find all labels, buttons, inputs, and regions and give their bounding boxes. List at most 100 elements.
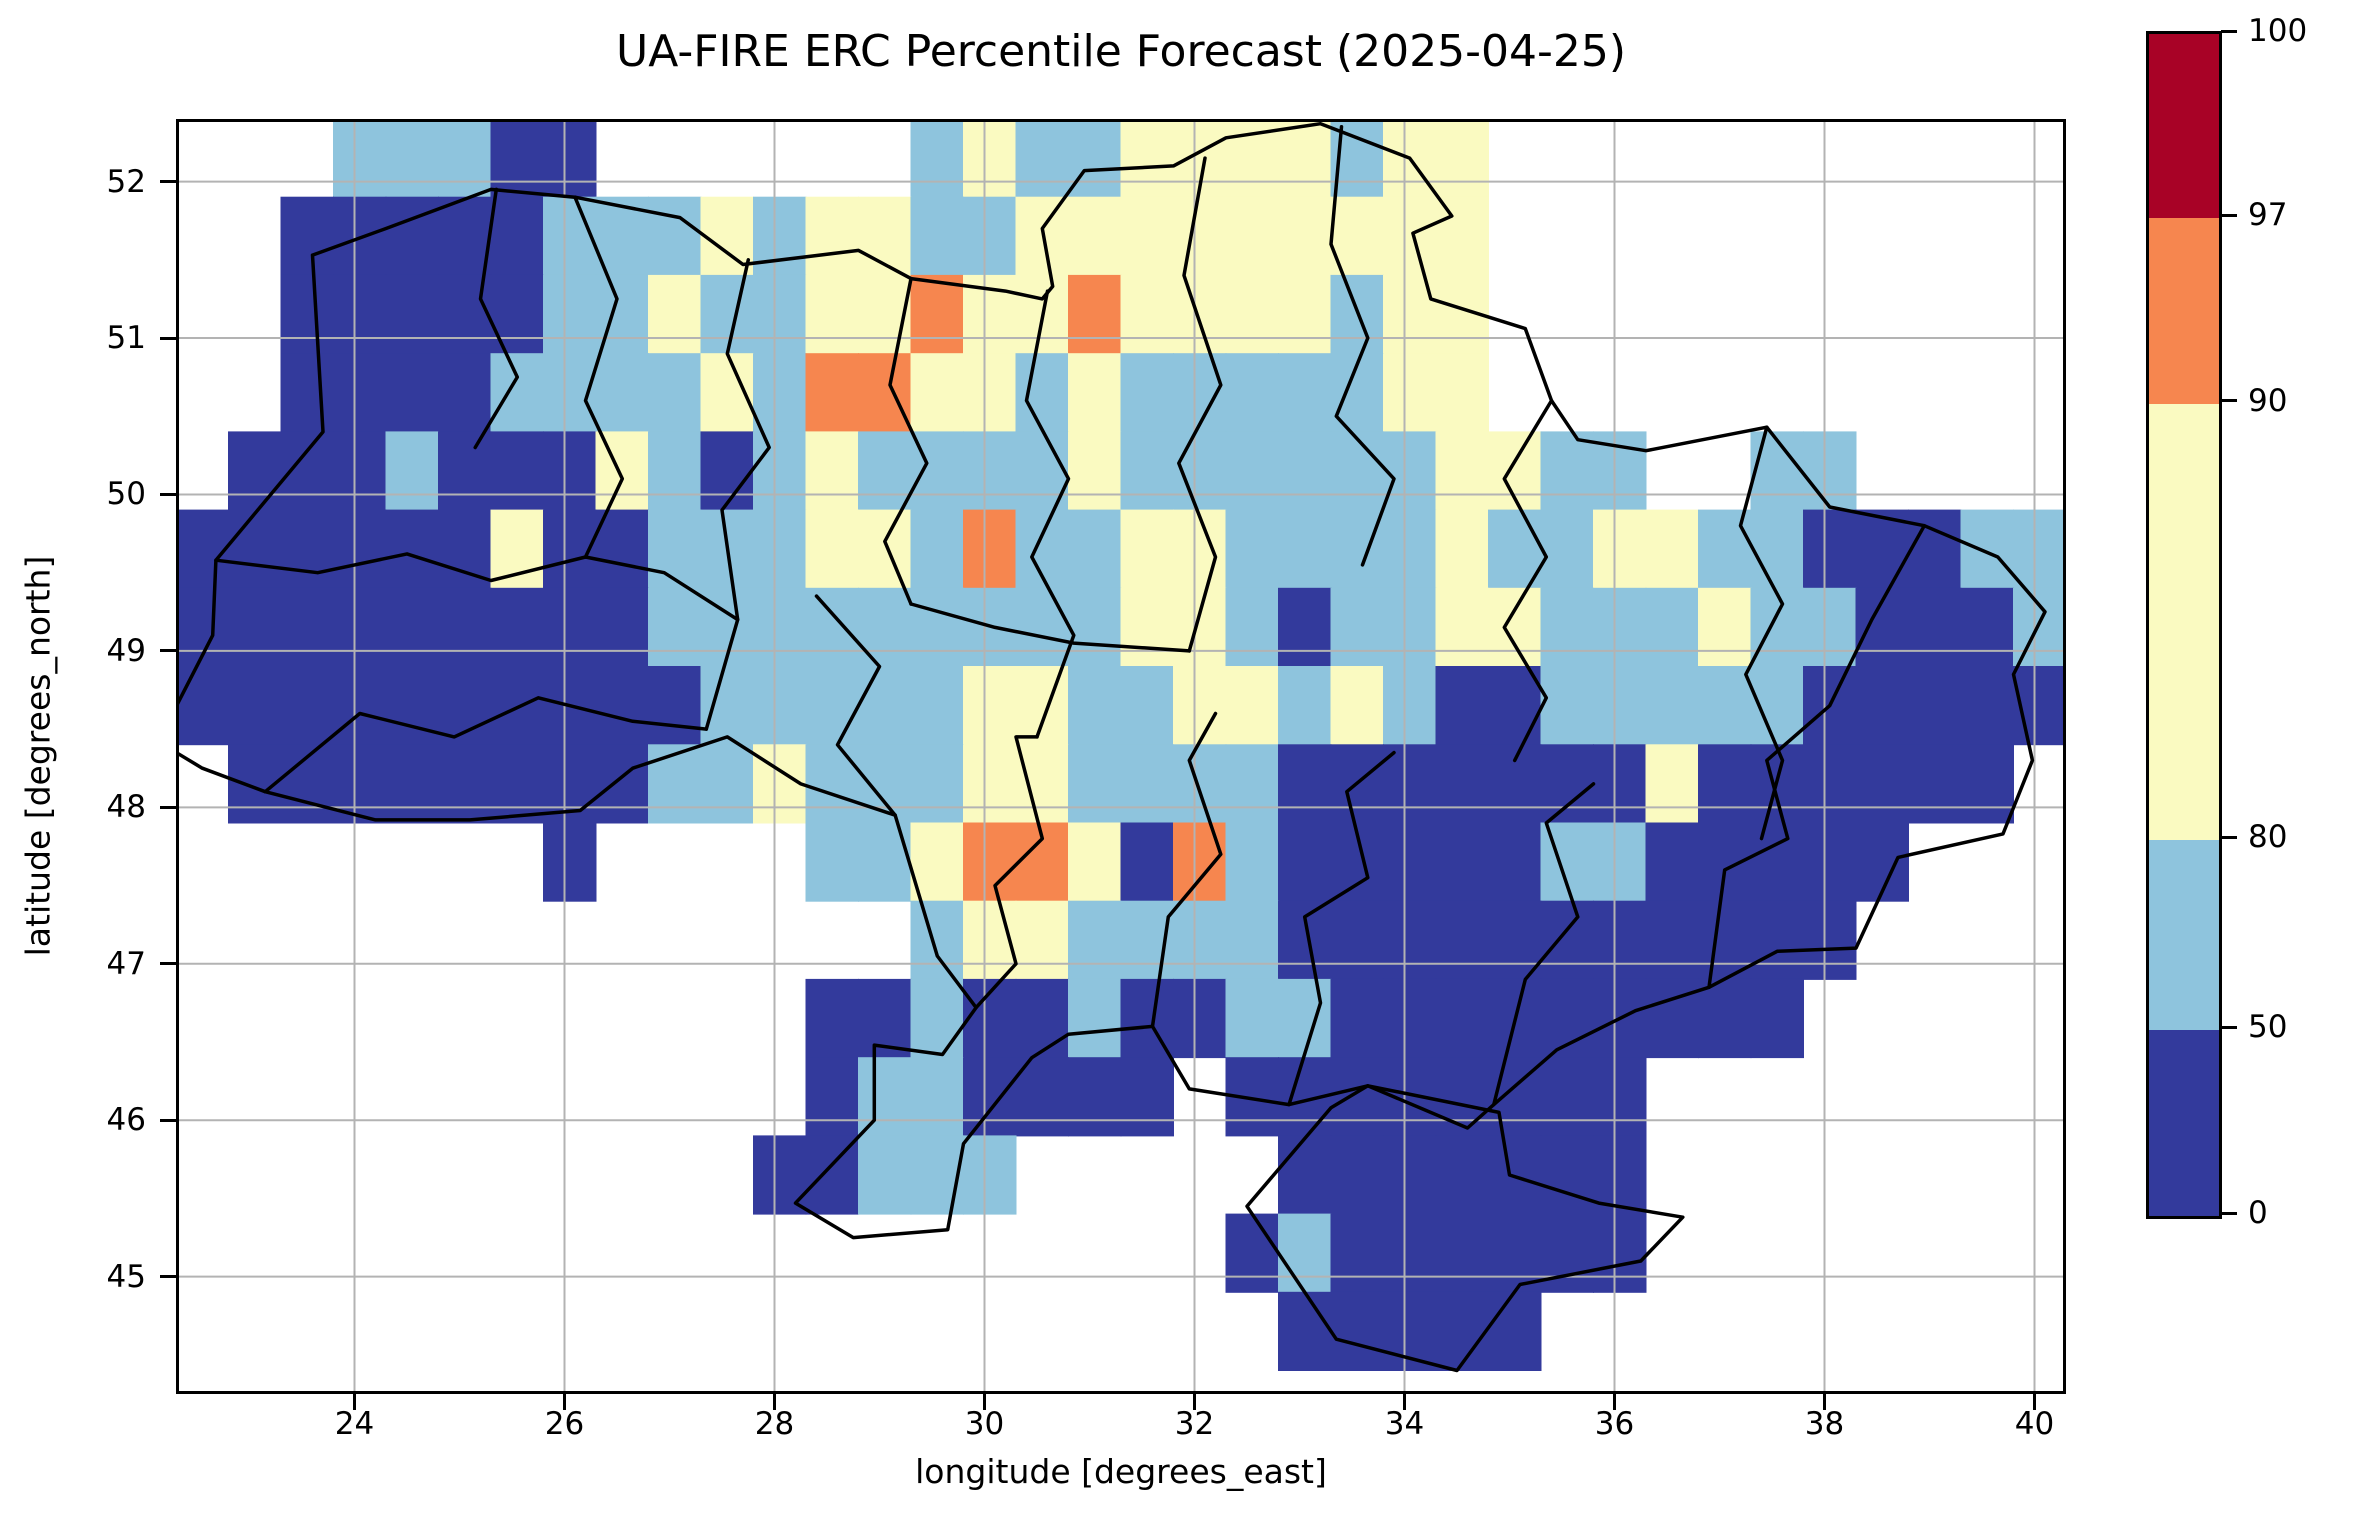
raster-cell (1435, 900, 1489, 980)
colorbar-tick-label: 100 (2248, 13, 2308, 49)
colorbar-tick-mark (2221, 399, 2237, 403)
raster-cell (1698, 587, 1752, 667)
raster-cell (1383, 196, 1437, 276)
raster-cell (1908, 744, 1962, 824)
raster-cell (385, 744, 439, 824)
raster-cell (648, 744, 702, 824)
raster-cell (1330, 1135, 1384, 1215)
raster-cell (805, 274, 859, 355)
raster-cell (1015, 587, 1069, 667)
x-tick-mark (1193, 1394, 1196, 1410)
oblast-border-line (1024, 289, 1076, 739)
raster-cell (1068, 822, 1122, 902)
raster-cell (1803, 509, 1857, 589)
colorbar-tick-mark (2221, 213, 2237, 217)
raster-cell (1908, 509, 1962, 589)
raster-cell (1278, 900, 1332, 980)
raster-cell (858, 431, 912, 511)
oblast-border-line (583, 555, 740, 622)
raster-cell (1015, 666, 1069, 746)
raster-cell (1803, 744, 1857, 824)
x-tick-label: 40 (2014, 1406, 2055, 1442)
x-axis-label: longitude [degrees_east] (915, 1452, 1327, 1491)
oblast-border-line (1329, 125, 1396, 567)
raster-cell (1960, 587, 2014, 667)
raster-cell (1435, 431, 1489, 511)
raster-cell (1383, 587, 1437, 667)
raster-cell (438, 119, 492, 198)
raster-cell (910, 822, 964, 902)
raster-cell (1908, 587, 1962, 667)
raster-cell (1225, 353, 1279, 433)
raster-cell (1435, 744, 1489, 824)
raster-cell (595, 744, 649, 824)
raster-cell (1225, 431, 1279, 511)
colorbar-segment-50-80 (2149, 840, 2219, 1031)
raster-cell (1435, 119, 1489, 198)
raster-cell (1540, 587, 1594, 667)
raster-cell (648, 509, 702, 589)
colorbar-tick-label: 97 (2248, 197, 2288, 234)
raster-cell (385, 274, 439, 355)
raster-cell (1225, 822, 1279, 902)
oblast-border-line (883, 276, 929, 606)
oblast-border-line (1738, 425, 1785, 841)
raster-cell (805, 978, 859, 1059)
raster-cell (1225, 509, 1279, 589)
raster-cell (490, 666, 544, 746)
raster-cell (1593, 900, 1647, 980)
raster-cell (1383, 1213, 1437, 1293)
raster-cell (1488, 587, 1542, 667)
raster-cell (490, 744, 544, 824)
raster-cell (753, 353, 807, 433)
x-tick-label: 36 (1594, 1406, 1635, 1442)
raster-cell (2013, 587, 2066, 667)
raster-cell (595, 431, 649, 511)
raster-cell (963, 119, 1017, 198)
raster-cell (228, 509, 282, 589)
raster-cell (963, 900, 1017, 980)
raster-cell (1593, 666, 1647, 746)
raster-cell (1803, 900, 1857, 980)
x-tick-label: 32 (1174, 1406, 1215, 1442)
raster-cell (1645, 822, 1699, 902)
colorbar-segment-90-97 (2149, 218, 2219, 404)
raster-cell (805, 509, 859, 589)
raster-cell (1068, 978, 1122, 1059)
oblast-border-line (1245, 1084, 1685, 1373)
raster-cell (333, 587, 387, 667)
y-tick-label: 47 (106, 945, 146, 982)
raster-cell (648, 666, 702, 746)
raster-cell (385, 587, 439, 667)
raster-cell (1540, 1135, 1594, 1215)
raster-cell (280, 509, 334, 589)
raster-cell (1120, 822, 1174, 902)
raster-cell (385, 666, 439, 746)
raster-cell (543, 274, 597, 355)
x-tick-mark (983, 1394, 986, 1410)
raster-cell (1540, 431, 1594, 511)
raster-cell (1330, 666, 1384, 746)
raster-cell (333, 666, 387, 746)
raster-cell (490, 431, 544, 511)
colorbar (2146, 31, 2222, 1219)
raster-cell (490, 196, 544, 276)
raster-cell (753, 587, 807, 667)
raster-cell (1015, 1057, 1069, 1137)
raster-cell (1435, 1291, 1489, 1371)
raster-cell (1383, 822, 1437, 902)
raster-cell (700, 274, 754, 355)
raster-cell (805, 196, 859, 276)
raster-cell (1120, 119, 1174, 198)
y-tick-mark (160, 1118, 176, 1122)
raster-cell (543, 431, 597, 511)
map-canvas (176, 119, 2066, 1394)
raster-cell (543, 196, 597, 276)
raster-cell (438, 431, 492, 511)
raster-cell (858, 666, 912, 746)
raster-cell (1120, 431, 1174, 511)
raster-cell (1278, 274, 1332, 355)
raster-cell (1593, 822, 1647, 902)
raster-cell (1540, 1213, 1594, 1293)
